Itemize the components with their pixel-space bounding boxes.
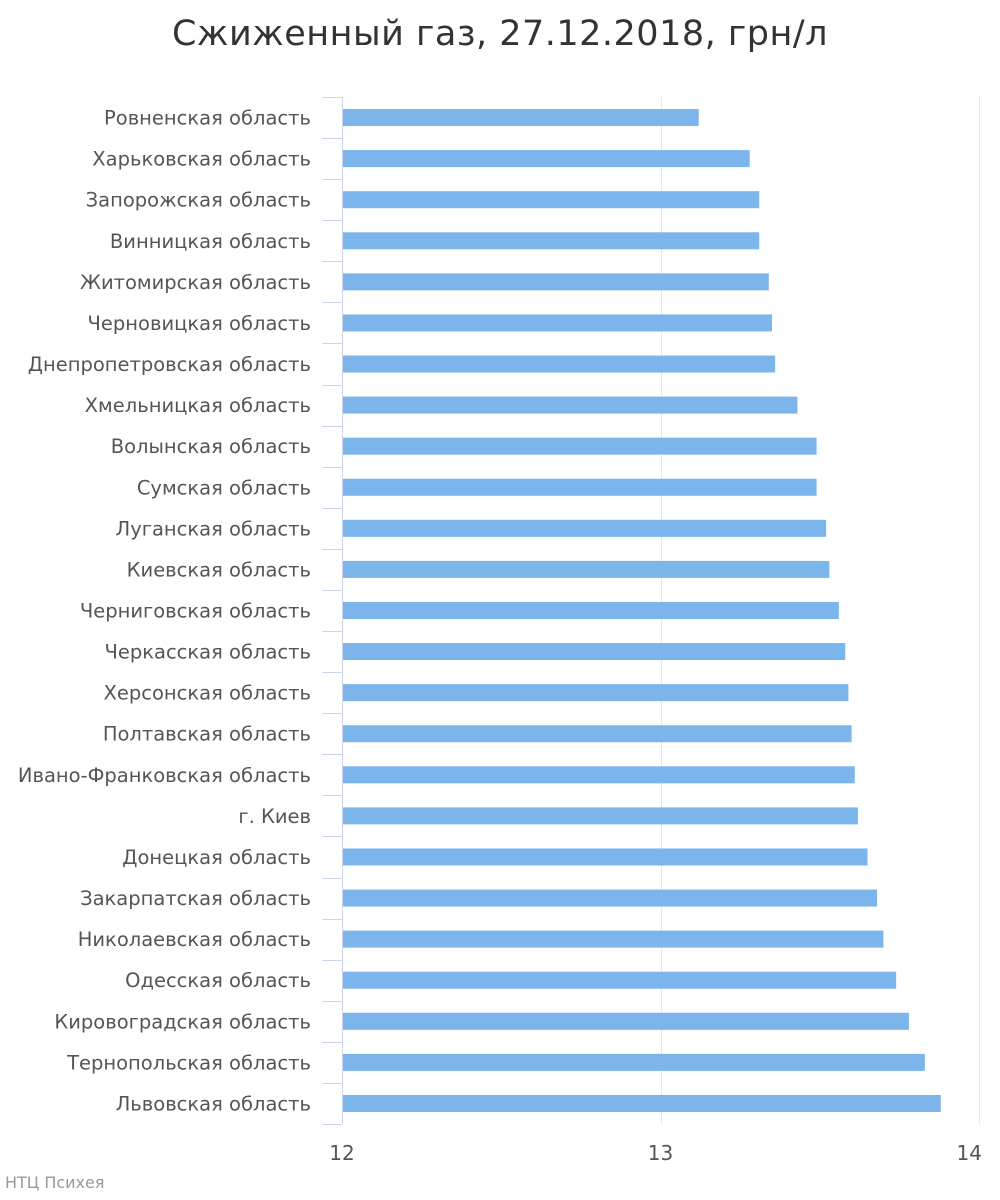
category-label: Закарпатская область xyxy=(80,887,311,910)
category-label: Житомирская область xyxy=(80,271,311,294)
category-label: Днепропетровская область xyxy=(28,353,311,376)
bar[interactable] xyxy=(343,889,878,907)
bar[interactable] xyxy=(343,930,884,948)
category-label: Черниговская область xyxy=(80,600,311,623)
bar[interactable] xyxy=(343,1012,909,1030)
chart-credit: НТЦ Психея xyxy=(5,1173,105,1192)
category-label: Кировоградская область xyxy=(54,1010,311,1033)
bar[interactable] xyxy=(343,807,858,825)
category-label: Херсонская область xyxy=(104,682,311,705)
category-label: Киевская область xyxy=(127,558,311,581)
bars xyxy=(343,109,941,1112)
category-label: Хмельницкая область xyxy=(85,394,311,417)
category-label: Полтавская область xyxy=(103,723,311,746)
category-label: Донецкая область xyxy=(122,846,311,869)
category-label: Тернопольская область xyxy=(66,1051,311,1074)
bar[interactable] xyxy=(343,602,839,619)
bar[interactable] xyxy=(343,848,868,866)
category-labels: Ровненская область Харьковская область Зап… xyxy=(18,107,311,1116)
bar[interactable] xyxy=(343,314,772,332)
category-label: Одесская область xyxy=(125,969,311,992)
category-label: Черновицкая область xyxy=(88,312,311,335)
bar[interactable] xyxy=(343,273,769,291)
bar[interactable] xyxy=(343,971,897,989)
chart-title: Сжиженный газ, 27.12.2018, грн/л xyxy=(171,14,829,54)
category-label: Ивано-Франковская область xyxy=(18,764,311,787)
category-label: Волынская область xyxy=(111,435,311,458)
bar[interactable] xyxy=(343,355,776,373)
bar[interactable] xyxy=(343,191,760,209)
x-tick-label: 13 xyxy=(648,1141,673,1165)
x-axis-tick-labels: 12 13 14 xyxy=(329,1141,982,1165)
category-label: Сумская область xyxy=(137,476,311,499)
x-tick-label: 14 xyxy=(957,1141,982,1165)
bar[interactable] xyxy=(343,109,699,127)
bar[interactable] xyxy=(343,766,855,784)
bar[interactable] xyxy=(343,1094,941,1112)
category-label: Запорожская область xyxy=(86,189,311,212)
category-label: Николаевская область xyxy=(78,928,311,951)
x-tick-label: 12 xyxy=(329,1141,354,1165)
bar[interactable] xyxy=(343,396,798,414)
category-label: г. Киев xyxy=(238,805,311,828)
bar[interactable] xyxy=(343,684,849,702)
bar[interactable] xyxy=(343,643,846,661)
bar[interactable] xyxy=(343,437,817,455)
category-label: Львовская область xyxy=(116,1092,311,1115)
bar[interactable] xyxy=(343,232,760,250)
bar[interactable] xyxy=(343,1053,925,1071)
category-tick-marks xyxy=(322,97,343,1125)
bar[interactable] xyxy=(343,560,830,578)
category-label: Харьковская область xyxy=(92,148,311,171)
category-label: Ровненская область xyxy=(104,107,311,130)
category-label: Винницкая область xyxy=(110,230,311,253)
bar[interactable] xyxy=(343,725,852,743)
bar[interactable] xyxy=(343,478,817,496)
category-label: Луганская область xyxy=(116,517,311,540)
bar[interactable] xyxy=(343,150,750,168)
category-label: Черкасская область xyxy=(104,641,311,664)
bar[interactable] xyxy=(343,519,827,537)
